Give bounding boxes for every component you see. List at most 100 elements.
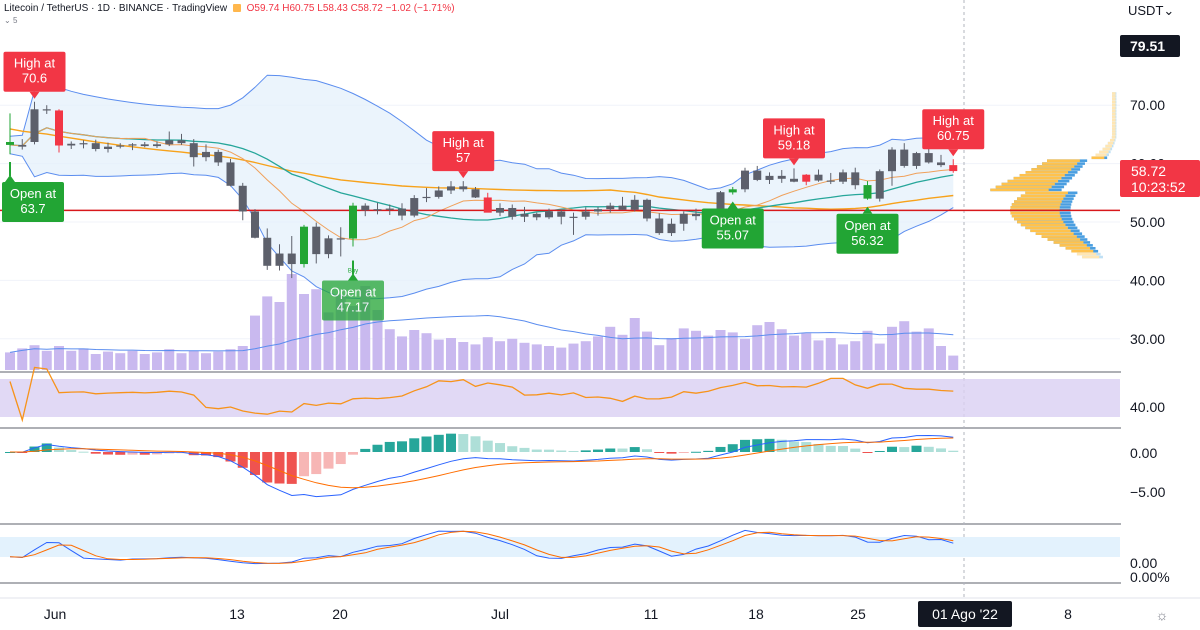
annotation-pointer bbox=[789, 158, 799, 166]
annotation-box bbox=[763, 118, 825, 159]
candle-body bbox=[263, 237, 272, 266]
annotation-pointer bbox=[458, 171, 469, 179]
ma-mid-line bbox=[9, 127, 954, 221]
volume-bar bbox=[862, 330, 873, 370]
macd-histogram-bar bbox=[838, 446, 848, 452]
volume-bar bbox=[66, 350, 77, 370]
volume-ma-line bbox=[9, 314, 954, 353]
volume-bar bbox=[703, 335, 714, 370]
macd-histogram-bar bbox=[384, 441, 395, 452]
rsi-axis-tick: 40.00 bbox=[1130, 399, 1165, 415]
candle-body bbox=[606, 205, 615, 210]
volume-profile-bar bbox=[1110, 138, 1115, 142]
volume-bar bbox=[335, 294, 346, 370]
volume-profile-bar bbox=[995, 185, 1052, 189]
volume-bar bbox=[936, 346, 946, 370]
candle-body bbox=[581, 211, 590, 217]
macd-histogram-bar bbox=[862, 452, 873, 453]
candle-body bbox=[189, 143, 198, 158]
macd-histogram-bar bbox=[887, 446, 897, 452]
chart-header: Litecoin / TetherUS · 1D · BINANCE · Tra… bbox=[4, 3, 455, 14]
annotation-box bbox=[432, 131, 495, 172]
indicator-toggle[interactable]: ⌄ 5 bbox=[4, 16, 17, 25]
volume-bar bbox=[531, 344, 542, 370]
annotation-value: 59.18 bbox=[778, 137, 811, 152]
volume-bar bbox=[323, 312, 334, 370]
macd-histogram-bar bbox=[348, 452, 358, 455]
macd-histogram-bar bbox=[899, 447, 910, 452]
volume-profile-bar bbox=[1095, 153, 1107, 157]
volume-bar bbox=[544, 346, 554, 370]
volume-profile-bar bbox=[1013, 176, 1062, 180]
rsi-band bbox=[0, 379, 1120, 417]
candle-body bbox=[643, 199, 651, 219]
annotation-value: 55.07 bbox=[716, 228, 749, 243]
annotation-title: High at bbox=[773, 122, 815, 137]
platform-label: TradingView bbox=[172, 3, 228, 14]
volume-bar bbox=[90, 354, 101, 370]
macd-histogram-bar bbox=[433, 434, 444, 452]
candle-body bbox=[300, 226, 308, 265]
price-axis-currency: USDT⌄ bbox=[1128, 3, 1174, 18]
candle-body bbox=[18, 144, 27, 147]
interval-label[interactable]: 1D bbox=[97, 3, 110, 14]
volume-bar bbox=[348, 306, 358, 370]
macd-histogram-bar bbox=[556, 450, 567, 452]
volume-profile-bar bbox=[1019, 173, 1065, 177]
candle-body bbox=[55, 110, 63, 146]
volume-profile-bar bbox=[1047, 159, 1080, 162]
settings-gear-icon[interactable]: ☼ bbox=[1156, 607, 1169, 623]
symbol-name[interactable]: Litecoin / TetherUS bbox=[4, 3, 89, 14]
candle-body bbox=[741, 170, 749, 190]
candle-body bbox=[839, 172, 847, 182]
candle-body bbox=[863, 185, 872, 199]
candle-body bbox=[924, 153, 933, 163]
candle-body bbox=[520, 213, 529, 217]
volume-bar bbox=[201, 353, 211, 370]
candle-body bbox=[238, 185, 247, 212]
candle-body bbox=[324, 238, 333, 255]
volume-profile-bar bbox=[1030, 229, 1071, 233]
annotation-box bbox=[922, 109, 985, 150]
volume-bar bbox=[5, 352, 15, 370]
stoch-k-line bbox=[9, 529, 954, 565]
macd-histogram-bar bbox=[789, 441, 799, 452]
volume-bar bbox=[41, 350, 52, 370]
volume-profile-bar bbox=[1099, 150, 1109, 154]
volume-profile-bar bbox=[1082, 255, 1100, 259]
volume-bar bbox=[629, 318, 640, 370]
volume-bar bbox=[384, 329, 395, 370]
candle-body bbox=[912, 153, 921, 166]
last-price-value: 58.72 bbox=[1131, 163, 1166, 179]
volume-profile-bar bbox=[1112, 98, 1116, 101]
price-axis-tick: 50.00 bbox=[1130, 214, 1165, 230]
macd-axis-tick: 0.00 bbox=[1130, 445, 1157, 461]
time-axis-label: 20 bbox=[332, 606, 348, 622]
volume-bar bbox=[568, 343, 579, 370]
volume-profile-bar bbox=[1035, 232, 1074, 235]
volume-bar bbox=[286, 274, 297, 370]
macd-histogram-bar bbox=[458, 434, 469, 452]
annotation-value: 57 bbox=[456, 150, 470, 165]
volume-bar bbox=[225, 349, 236, 370]
macd-histogram-bar bbox=[225, 452, 236, 462]
rsi-line bbox=[9, 366, 954, 423]
volume-bar bbox=[899, 321, 910, 370]
macd-histogram-bar bbox=[617, 448, 628, 452]
exchange-label: BINANCE bbox=[118, 3, 164, 14]
candle-body bbox=[508, 207, 517, 217]
volume-profile-bar bbox=[1111, 136, 1116, 139]
macd-histogram-bar bbox=[397, 441, 407, 452]
macd-histogram-bar bbox=[237, 452, 248, 468]
current-date-label: 01 Ago '22 bbox=[932, 606, 998, 622]
candle-body bbox=[177, 140, 186, 144]
volume-profile-bar bbox=[1001, 182, 1055, 186]
time-axis-label: Jul bbox=[491, 606, 509, 622]
volume-profile-bar bbox=[1047, 238, 1081, 241]
volume-bar bbox=[948, 355, 959, 370]
volume-bar bbox=[923, 328, 934, 370]
volume-bar bbox=[580, 341, 591, 370]
price-axis-bg bbox=[1121, 0, 1200, 600]
annotation-pointer bbox=[29, 91, 40, 99]
